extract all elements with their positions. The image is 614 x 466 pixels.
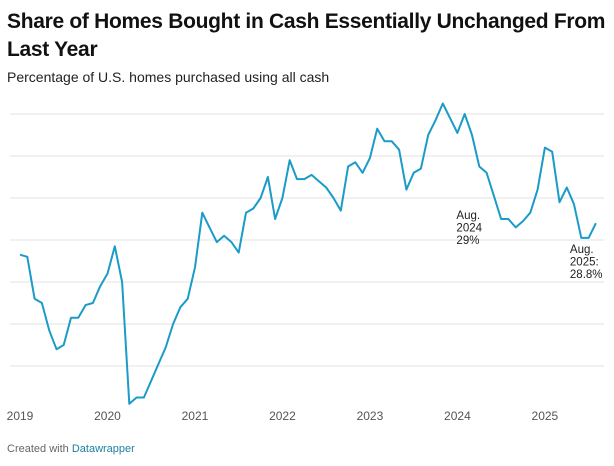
- x-tick-label: 2022: [269, 409, 296, 423]
- annotation-label: 29%: [456, 235, 479, 247]
- x-tick-label: 2024: [444, 409, 471, 423]
- series-layer: [19, 102, 597, 405]
- footer-prefix: Created with: [7, 443, 69, 455]
- x-axis-ticks: 2019 2020 2021 2022 2023 2024 2025: [7, 409, 559, 423]
- annotation-label: Aug.: [570, 244, 594, 256]
- x-tick-label: 2021: [182, 409, 209, 423]
- annotation-label: 2025:: [570, 257, 599, 269]
- annotation-label: Aug.: [456, 210, 480, 222]
- line-chart: 2019 2020 2021 2022 2023 2024 2025 Aug.202429%…: [7, 102, 604, 423]
- gridlines: [10, 113, 604, 367]
- footer: Created with Datawrapper: [7, 443, 135, 455]
- series-line: [19, 102, 597, 405]
- chart-title: Share of Homes Bought in Cash Essentiall…: [7, 10, 606, 61]
- annotation-label: 2024: [456, 223, 482, 235]
- x-tick-label: 2025: [532, 409, 559, 423]
- x-tick-label: 2020: [94, 409, 121, 423]
- x-tick-label: 2019: [7, 409, 34, 423]
- x-tick-label: 2023: [357, 409, 384, 423]
- chart-subtitle: Percentage of U.S. homes purchased using…: [7, 69, 330, 85]
- annotation-label: 28.8%: [570, 269, 603, 281]
- datawrapper-link[interactable]: Datawrapper: [71, 443, 135, 455]
